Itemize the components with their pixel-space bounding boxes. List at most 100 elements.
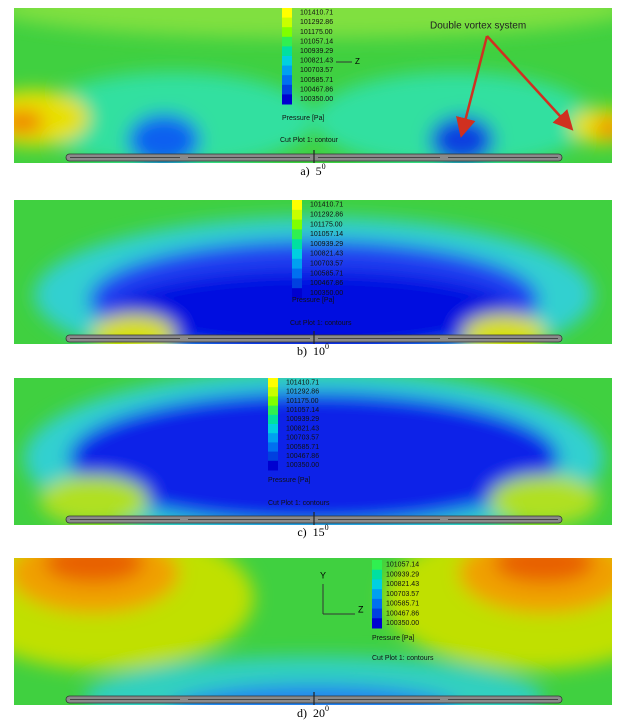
- legend-swatch: [292, 249, 302, 259]
- contour-region: [462, 314, 546, 354]
- annotation: Double vortex system: [430, 21, 526, 32]
- legend-swatch: [282, 85, 292, 95]
- legend-swatch: [292, 278, 302, 288]
- figure: 101410.71 101292.86 101175.00 101057.14 1009…: [0, 0, 626, 722]
- caption-label: a): [300, 164, 309, 178]
- legend-swatch: [372, 570, 382, 580]
- caption-angle: 20: [313, 706, 325, 720]
- legend-swatch: [268, 387, 278, 397]
- legend-swatch: [268, 378, 278, 388]
- pressure-label: Pressure [Pa]: [292, 297, 334, 304]
- legend-value: 101057.14: [286, 407, 319, 414]
- axis-z-label: Z: [355, 57, 360, 66]
- legend-swatch: [282, 27, 292, 37]
- legend-swatch: [372, 560, 382, 570]
- legend-swatch: [282, 75, 292, 85]
- caption-label: c): [297, 525, 306, 539]
- legend-value: 101292.86: [300, 19, 333, 26]
- legend-value: 100585.71: [300, 77, 333, 84]
- axis-z-label: Z: [358, 604, 364, 614]
- caption-angle: 10: [313, 344, 325, 358]
- legend-swatch: [372, 609, 382, 619]
- legend-swatch: [268, 424, 278, 434]
- legend-value: 100350.00: [386, 620, 419, 627]
- legend-swatch: [268, 415, 278, 425]
- legend-swatch: [282, 18, 292, 28]
- contour-region: [596, 118, 624, 138]
- legend-value: 100467.86: [310, 280, 343, 287]
- cut-plot-label: Cut Plot 1: contours: [372, 655, 434, 662]
- legend-value: 100703.57: [386, 591, 419, 598]
- legend-value: 100939.29: [386, 571, 419, 578]
- legend-swatch: [372, 579, 382, 589]
- legend-swatch: [292, 259, 302, 269]
- legend-swatch: [282, 46, 292, 56]
- caption-angle: 15: [313, 525, 325, 539]
- legend-value: 100350.00: [300, 96, 333, 103]
- legend-value: 101057.14: [386, 562, 419, 569]
- legend-swatch: [282, 8, 292, 18]
- legend-value: 100939.29: [300, 48, 333, 55]
- pressure-label: Pressure [Pa]: [282, 115, 324, 122]
- legend-swatch: [268, 442, 278, 452]
- caption: c)150: [297, 523, 328, 539]
- legend-value: 101175.00: [310, 221, 343, 228]
- legend-swatch: [268, 396, 278, 406]
- legend-value: 101410.71: [300, 10, 333, 17]
- caption-label: b): [297, 344, 307, 358]
- legend-value: 100467.86: [300, 86, 333, 93]
- legend-value: 101292.86: [310, 212, 343, 219]
- legend-swatch: [268, 406, 278, 416]
- legend-swatch: [372, 599, 382, 609]
- legend-value: 100467.86: [386, 610, 419, 617]
- legend-value: 101292.86: [286, 389, 319, 396]
- legend-value: 101057.14: [310, 231, 343, 238]
- cut-plot-label: Cut Plot 1: contours: [268, 500, 330, 507]
- contour-region: [0, 110, 44, 134]
- legend-value: 100821.43: [386, 581, 419, 588]
- legend-swatch: [292, 200, 302, 210]
- legend-value: 100821.43: [300, 58, 333, 65]
- legend-swatch: [282, 56, 292, 66]
- legend-swatch: [268, 433, 278, 443]
- caption-label: d): [297, 706, 307, 720]
- legend-value: 101175.00: [286, 398, 319, 405]
- caption-degree: 0: [322, 162, 326, 171]
- legend-value: 100585.71: [286, 444, 319, 451]
- contour-region: [494, 543, 594, 583]
- contour-region: [44, 543, 144, 583]
- legend-swatch: [268, 461, 278, 471]
- cut-plot-label: Cut Plot 1: contour: [280, 137, 339, 144]
- legend-value: 101410.71: [286, 379, 319, 386]
- axis-y-label: Y: [320, 570, 326, 580]
- legend-swatch: [372, 589, 382, 599]
- legend-value: 100585.71: [310, 270, 343, 277]
- legend-value: 101175.00: [300, 29, 333, 36]
- legend-value: 100939.29: [310, 241, 343, 248]
- legend-value: 101410.71: [310, 202, 343, 209]
- legend-value: 100350.00: [286, 462, 319, 469]
- legend-value: 100821.43: [286, 425, 319, 432]
- caption-degree: 0: [325, 342, 329, 351]
- caption: a)50: [300, 162, 325, 178]
- caption: b) 100: [297, 342, 329, 358]
- legend-value: 100821.43: [310, 251, 343, 258]
- cut-plot-label: Cut Plot 1: contours: [290, 320, 352, 327]
- caption: d) 200: [297, 704, 329, 720]
- pressure-label: Pressure [Pa]: [372, 635, 414, 642]
- pressure-label: Pressure [Pa]: [268, 477, 310, 484]
- legend-value: 100467.86: [286, 453, 319, 460]
- legend-swatch: [268, 452, 278, 462]
- legend-swatch: [282, 66, 292, 76]
- legend-swatch: [292, 239, 302, 249]
- contour-region: [92, 314, 176, 354]
- legend-swatch: [292, 210, 302, 220]
- legend-value: 100703.57: [286, 435, 319, 442]
- legend-swatch: [282, 37, 292, 47]
- legend-swatch: [282, 94, 292, 104]
- legend-value: 100703.57: [300, 67, 333, 74]
- caption-degree: 0: [325, 704, 329, 713]
- legend-value: 100939.29: [286, 416, 319, 423]
- legend-value: 101057.14: [300, 38, 333, 45]
- legend-value: 100703.57: [310, 261, 343, 268]
